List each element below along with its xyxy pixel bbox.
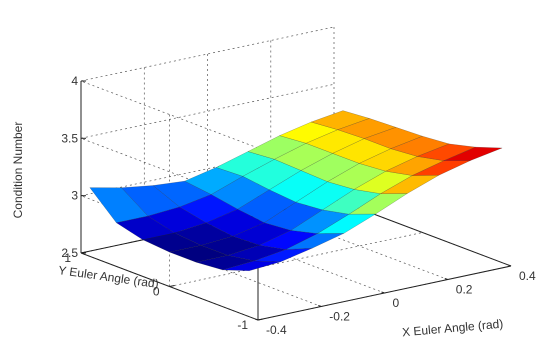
x-tick-mark xyxy=(444,278,448,280)
gridline xyxy=(144,239,322,307)
x-axis-label: X Euler Angle (rad) xyxy=(402,317,504,340)
z-tick-label: 2.5 xyxy=(61,246,78,260)
y-tick-mark xyxy=(257,318,264,321)
gridline xyxy=(80,83,335,139)
y-tick-mark xyxy=(80,251,87,254)
y-tick-label: -1 xyxy=(237,318,248,332)
x-tick-label: -0.4 xyxy=(266,323,287,337)
x-tick-mark xyxy=(254,318,259,321)
gridline xyxy=(270,212,448,280)
z-tick-label: 3.5 xyxy=(61,131,78,145)
z-axis-label: Condition Number xyxy=(11,122,25,219)
y-tick-label: 1 xyxy=(64,251,71,265)
y-tick-label: 0 xyxy=(153,285,160,299)
gridline xyxy=(80,26,335,82)
y-axis-label: Y Euler Angle (rad) xyxy=(57,263,159,291)
x-tick-label: -0.2 xyxy=(329,310,350,324)
x-tick-label: 0 xyxy=(393,296,400,310)
gridline xyxy=(80,80,259,149)
surface-patch xyxy=(443,146,503,161)
x-tick-label: 0.4 xyxy=(519,269,536,283)
x-tick-mark xyxy=(507,264,512,267)
y-tick-mark xyxy=(169,285,175,287)
surface-mesh xyxy=(89,110,503,271)
x-tick-mark xyxy=(318,305,322,307)
x-tick-mark xyxy=(381,291,385,294)
gridline xyxy=(169,232,423,287)
z-tick-label: 3 xyxy=(71,189,78,203)
gridline xyxy=(207,225,385,294)
x-tick-label: 0.2 xyxy=(456,283,473,297)
tick-labels: 2.5 3 3.5 4 -1 0 1 -0.4 -0.2 0 0.2 0.4 xyxy=(61,74,536,337)
z-tick-label: 4 xyxy=(71,74,78,88)
